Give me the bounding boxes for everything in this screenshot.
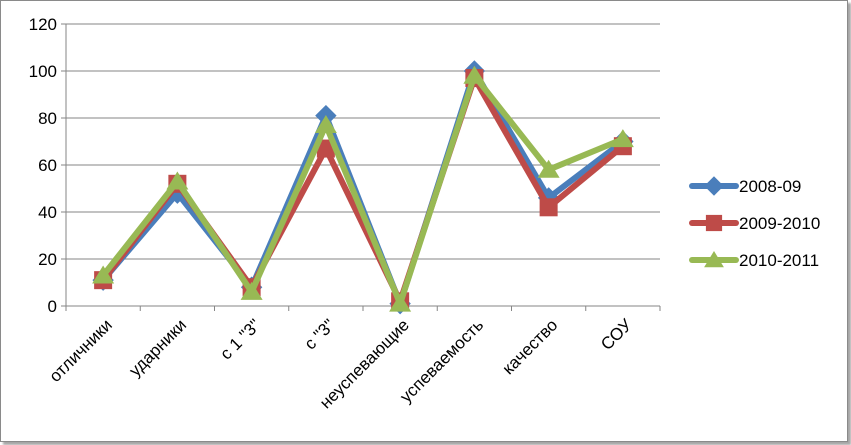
legend-label: 2008-09 — [739, 177, 801, 196]
series-2010-2011 — [92, 65, 634, 312]
data-point — [537, 159, 560, 178]
legend: 2008-09 2009-2010 2010-2011 — [689, 176, 820, 270]
y-tick-label: 60 — [38, 156, 57, 175]
series-2009-2010 — [94, 69, 632, 311]
legend-entry: 2008-09 — [689, 176, 801, 196]
legend-swatch-marker — [705, 214, 723, 232]
y-tick-label: 0 — [48, 297, 57, 316]
x-tick-labels: отличники ударники с 1 "3" с "3"неуспевающи… — [46, 315, 636, 412]
axes — [61, 23, 661, 311]
y-tick-label: 40 — [38, 203, 57, 222]
x-tick-label: качество — [499, 315, 562, 378]
data-point — [314, 115, 337, 134]
data-point — [316, 139, 335, 158]
legend-entry: 2010-2011 — [689, 251, 819, 270]
y-tick-label: 20 — [38, 250, 57, 269]
x-tick-label: с "3" — [301, 315, 339, 353]
data-point — [389, 293, 412, 312]
y-tick-label: 120 — [29, 15, 57, 34]
legend-label: 2010-2011 — [739, 251, 819, 270]
data-point — [611, 129, 634, 148]
x-tick-label: отличники — [46, 315, 116, 385]
series-line — [100, 72, 626, 307]
data-point — [166, 171, 189, 190]
y-tick-labels: 0 20 40 60 80 100 120 — [29, 15, 57, 316]
x-tick-label: ударники — [125, 315, 190, 380]
legend-swatch-marker — [704, 176, 724, 196]
y-tick-label: 100 — [29, 62, 57, 81]
data-point — [539, 198, 558, 217]
data-point — [240, 281, 263, 300]
x-tick-label: СОУ — [597, 315, 636, 354]
x-tick-label: с 1 "3" — [216, 315, 264, 363]
series-lines — [92, 60, 634, 315]
legend-entry: 2009-2010 — [689, 214, 820, 233]
legend-swatch-marker — [704, 251, 724, 268]
data-point — [92, 265, 115, 284]
legend-label: 2009-2010 — [739, 214, 820, 233]
data-point — [463, 65, 486, 84]
y-tick-label: 80 — [38, 109, 57, 128]
